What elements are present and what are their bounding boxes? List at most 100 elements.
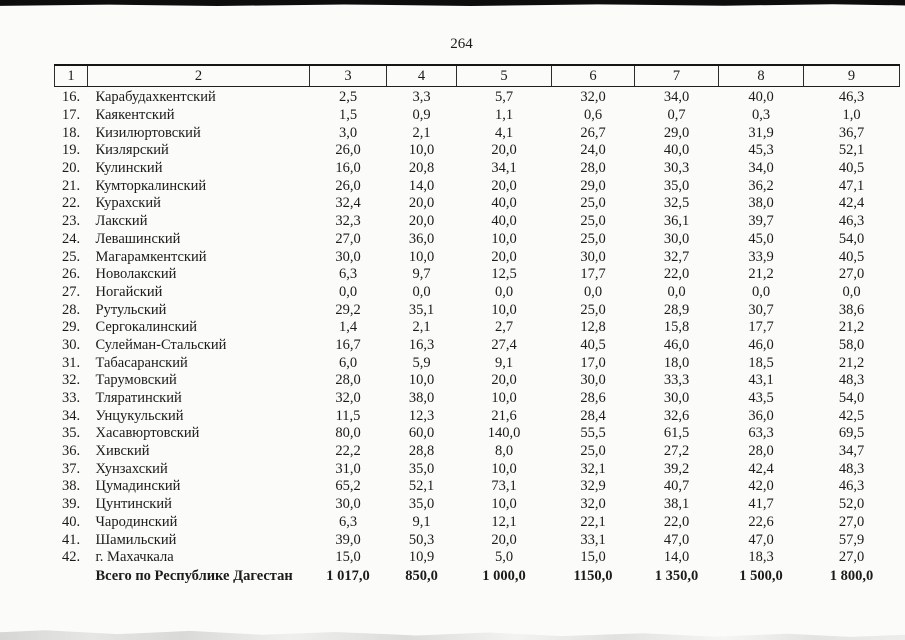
value-cell: 27,0: [838, 266, 865, 283]
value-cell: 0,9: [412, 107, 431, 124]
value-cell: 32,5: [663, 195, 690, 212]
value-cell: 0,0: [667, 283, 686, 300]
table-row: 21. Кумторкалинский 26,0 14,0 20,0 29,0 35,0 36…: [55, 177, 900, 195]
value-cell: 38,6: [838, 301, 865, 318]
total-value-cell: 1 350,0: [654, 568, 699, 585]
value-cell: 1,5: [338, 107, 358, 124]
table-row: 38. Цумадинский 65,2 52,1 73,1 32,9 40,7 42,0 46…: [55, 478, 900, 496]
value-cell: 6,0: [338, 354, 358, 371]
value-cell: 30,0: [335, 248, 361, 265]
district-name-cell: Рутульский: [95, 301, 167, 318]
value-cell: 24,0: [580, 142, 606, 159]
table-row: 34. Унцукульский 11,5 12,3 21,6 28,4 32,6 36,0 4…: [55, 407, 900, 425]
value-cell: 27,0: [838, 549, 865, 566]
value-cell: 20,8: [408, 160, 435, 177]
value-cell: 42,4: [748, 460, 774, 477]
column-header: 2: [87, 64, 310, 87]
row-number-cell: 36.: [61, 443, 81, 460]
value-cell: 34,0: [663, 89, 690, 106]
value-cell: 69,5: [838, 425, 865, 442]
value-cell: 10,0: [408, 248, 435, 265]
district-name-cell: Кизлярский: [95, 142, 169, 159]
value-cell: 18,5: [748, 354, 774, 371]
value-cell: 33,9: [748, 248, 774, 265]
value-cell: 40,5: [838, 248, 865, 265]
value-cell: 0,0: [338, 283, 358, 300]
value-cell: 6,3: [338, 513, 358, 530]
column-header: 8: [718, 64, 804, 87]
table-row: 39. Цунтинский 30,0 35,0 10,0 32,0 38,1 41,7 52,…: [55, 496, 900, 514]
table-row: 40. Чародинский 6,3 9,1 12,1 22,1 22,0 22,6 27,0: [55, 514, 900, 532]
value-cell: 5,9: [412, 354, 431, 371]
district-name-cell: Магарамкентский: [95, 248, 207, 265]
value-cell: 36,0: [408, 230, 435, 247]
value-cell: 36,2: [748, 177, 774, 194]
value-cell: 36,7: [838, 124, 865, 141]
value-cell: 22,2: [335, 443, 361, 460]
value-cell: 32,1: [580, 460, 606, 477]
value-cell: 17,7: [580, 266, 606, 283]
table-row: 25. Магарамкентский 30,0 10,0 20,0 30,0 32,7 33…: [55, 248, 900, 266]
row-number-cell: 39.: [61, 496, 81, 513]
row-number-cell: 21.: [61, 177, 81, 194]
value-cell: 16,0: [335, 160, 361, 177]
value-cell: 45,0: [748, 230, 774, 247]
value-cell: 10,0: [491, 301, 517, 318]
value-cell: 55,5: [580, 425, 606, 442]
row-number-cell: 16.: [61, 89, 81, 106]
value-cell: 15,0: [580, 549, 606, 566]
district-name-cell: Каякентский: [95, 107, 175, 124]
value-cell: 26,0: [335, 177, 361, 194]
district-name-cell: Хасавюртовский: [95, 425, 200, 442]
column-header: 5: [456, 64, 552, 87]
value-cell: 32,4: [335, 195, 361, 212]
value-cell: 20,0: [491, 248, 517, 265]
value-cell: 32,7: [663, 248, 690, 265]
row-number-cell: 31.: [61, 354, 81, 371]
total-row: Всего по Республике Дагестан 1 017,0 850,0…: [55, 567, 900, 587]
value-cell: 14,0: [408, 177, 435, 194]
value-cell: 40,0: [748, 89, 774, 106]
value-cell: 29,0: [580, 177, 606, 194]
value-cell: 38,0: [408, 390, 435, 407]
value-cell: 32,0: [580, 496, 606, 513]
value-cell: 10,0: [408, 372, 435, 389]
column-header: 7: [634, 64, 719, 87]
value-cell: 20,0: [408, 213, 435, 230]
value-cell: 0,0: [751, 283, 771, 300]
value-cell: 46,0: [748, 336, 774, 353]
value-cell: 10,0: [491, 496, 517, 513]
value-cell: 5,7: [494, 89, 514, 106]
value-cell: 6,3: [338, 266, 358, 283]
value-cell: 32,3: [335, 213, 361, 230]
value-cell: 2,1: [412, 124, 431, 141]
value-cell: 3,0: [338, 124, 358, 141]
value-cell: 12,1: [491, 513, 517, 530]
table-row: 26. Новолакский 6,3 9,7 12,5 17,7 22,0 21,2 27,0: [55, 266, 900, 284]
district-name-cell: Лакский: [95, 213, 148, 230]
row-number-cell: 38.: [61, 478, 81, 495]
value-cell: 40,7: [663, 478, 690, 495]
value-cell: 0,0: [583, 283, 603, 300]
district-name-cell: Кулинский: [95, 160, 163, 177]
value-cell: 28,6: [580, 390, 606, 407]
value-cell: 5,0: [494, 549, 514, 566]
row-number-cell: 30.: [61, 336, 81, 353]
page-number: 264: [450, 36, 473, 52]
table-row: 24. Левашинский 27,0 36,0 10,0 25,0 30,0 45,0 54…: [55, 231, 900, 249]
value-cell: 10,0: [491, 230, 517, 247]
value-cell: 26,0: [335, 142, 361, 159]
row-number-cell: 27.: [61, 283, 81, 300]
value-cell: 12,5: [491, 266, 517, 283]
value-cell: 30,3: [663, 160, 690, 177]
value-cell: 65,2: [335, 478, 361, 495]
table-row: 31. Табасаранский 6,0 5,9 9,1 17,0 18,0 18,5 21,…: [55, 354, 900, 372]
value-cell: 22,1: [580, 513, 606, 530]
value-cell: 46,0: [663, 336, 690, 353]
value-cell: 30,0: [335, 496, 361, 513]
value-cell: 61,5: [663, 425, 690, 442]
value-cell: 46,3: [838, 213, 865, 230]
value-cell: 52,1: [408, 478, 435, 495]
value-cell: 32,6: [663, 407, 690, 424]
value-cell: 15,0: [335, 549, 361, 566]
